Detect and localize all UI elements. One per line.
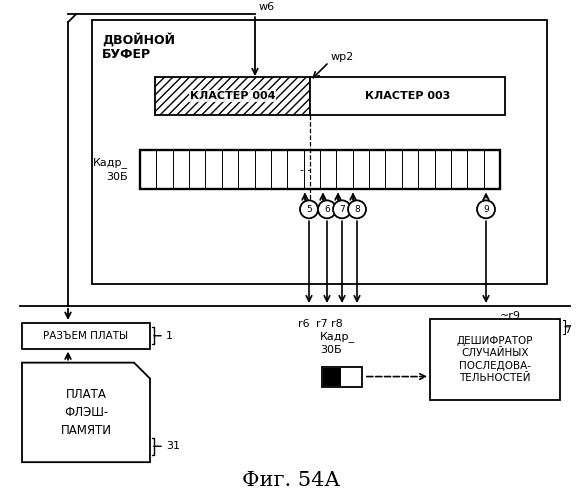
Polygon shape [22,362,150,462]
Circle shape [318,200,336,218]
Text: wp2: wp2 [331,52,354,62]
Text: 5: 5 [306,205,312,214]
Text: r8: r8 [331,319,343,329]
Bar [310,77,505,115]
Bar [92,20,547,284]
Text: 9: 9 [483,205,489,214]
Text: РАЗЪЕМ ПЛАТЫ: РАЗЪЕМ ПЛАТЫ [44,331,129,341]
Circle shape [333,200,351,218]
Bar [140,150,500,190]
Text: ДВОЙНОЙ
БУФЕР: ДВОЙНОЙ БУФЕР [102,32,175,61]
Bar [22,323,150,348]
Text: 1: 1 [166,331,173,341]
Text: 7: 7 [339,205,345,214]
Text: ПЛАТА
ФЛЭШ-
ПАМЯТИ: ПЛАТА ФЛЭШ- ПАМЯТИ [61,388,111,437]
Text: w6: w6 [259,2,275,12]
Text: ДЕШИФРАТОР
СЛУЧАЙНЫХ
ПОСЛЕДОВА-
ТЕЛЬНОСТЕЙ: ДЕШИФРАТОР СЛУЧАЙНЫХ ПОСЛЕДОВА- ТЕЛЬНОСТ… [456,336,533,384]
Circle shape [300,200,318,218]
Text: r7: r7 [316,319,328,329]
Circle shape [348,200,366,218]
Text: Кадр_
30Б: Кадр_ 30Б [93,158,128,182]
Text: 6: 6 [324,205,330,214]
Text: КЛАСТЕР 003: КЛАСТЕР 003 [365,91,450,101]
Bar [155,77,310,115]
Bar [322,366,362,386]
Text: Кадр_
30Б: Кадр_ 30Б [320,331,355,355]
Text: - -: - - [300,164,312,174]
Text: КЛАСТЕР 004: КЛАСТЕР 004 [189,91,275,101]
Text: ~r9: ~r9 [500,311,521,321]
Text: r6: r6 [298,319,310,329]
Circle shape [477,200,495,218]
Text: 7: 7 [564,325,571,335]
Text: 31: 31 [166,441,180,451]
Bar [323,368,341,386]
Text: 8: 8 [354,205,360,214]
Text: Фиг. 54А: Фиг. 54А [242,471,340,490]
Bar [430,319,560,400]
